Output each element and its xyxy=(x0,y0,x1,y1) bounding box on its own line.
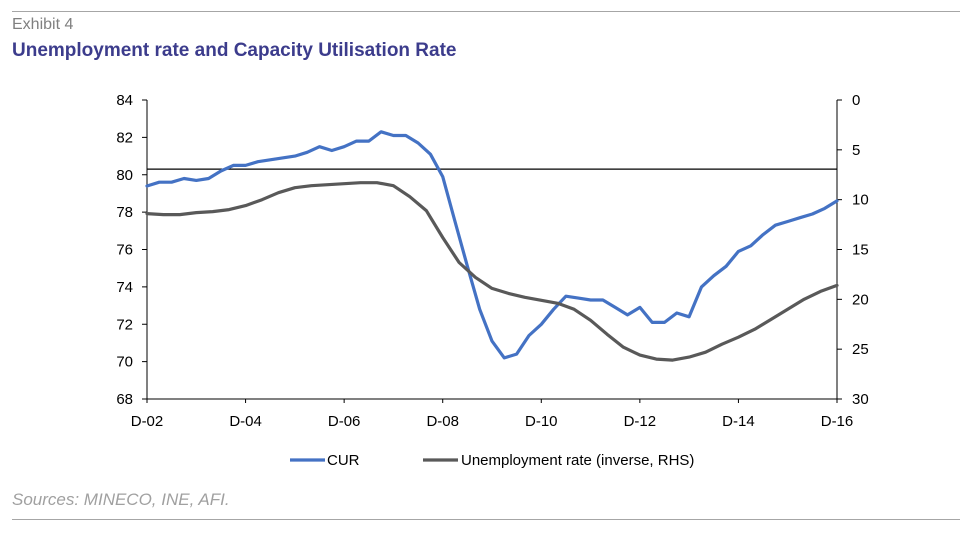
left-tick-label: 76 xyxy=(116,242,133,259)
left-tick-label: 80 xyxy=(116,167,133,184)
right-tick-label: 25 xyxy=(852,341,869,358)
left-tick-label: 84 xyxy=(116,92,133,109)
left-tick-label: 72 xyxy=(116,316,133,333)
x-tick-label: D-08 xyxy=(426,413,459,430)
right-tick-label: 30 xyxy=(852,391,869,408)
left-tick-label: 68 xyxy=(116,391,133,408)
x-tick-label: D-02 xyxy=(131,413,164,430)
source-note: Sources: MINECO, INE, AFI. xyxy=(12,490,230,509)
right-tick-label: 0 xyxy=(852,92,860,109)
right-tick-label: 5 xyxy=(852,142,860,159)
x-tick-label: D-14 xyxy=(722,413,755,430)
legend-label: CUR xyxy=(327,452,360,469)
left-tick-label: 78 xyxy=(116,204,133,221)
legend-label: Unemployment rate (inverse, RHS) xyxy=(461,452,694,469)
x-tick-label: D-04 xyxy=(229,413,262,430)
x-tick-label: D-12 xyxy=(624,413,657,430)
x-tick-label: D-16 xyxy=(821,413,854,430)
top-rule xyxy=(12,11,960,12)
chart-legend: CUR Unemployment rate (inverse, RHS) xyxy=(290,452,694,469)
x-tick-label: D-06 xyxy=(328,413,361,430)
left-tick-label: 74 xyxy=(116,279,133,296)
right-tick-label: 10 xyxy=(852,192,869,209)
right-tick-label: 15 xyxy=(852,242,869,259)
exhibit-label: Exhibit 4 xyxy=(12,16,74,33)
unemployment-series-line xyxy=(145,181,839,362)
cur-series-line xyxy=(145,130,839,360)
chart-title: Unemployment rate and Capacity Utilisati… xyxy=(12,40,457,61)
left-tick-label: 82 xyxy=(116,129,133,146)
chart-series xyxy=(145,130,839,362)
x-tick-label: D-10 xyxy=(525,413,558,430)
right-tick-label: 20 xyxy=(852,291,869,308)
chart-axes: 68 70 72 74 76 78 80 82 84 0 5 10 15 20 25 30 D-02 D-04 D-… xyxy=(116,92,868,430)
bottom-rule xyxy=(12,519,960,520)
left-tick-label: 70 xyxy=(116,354,133,371)
